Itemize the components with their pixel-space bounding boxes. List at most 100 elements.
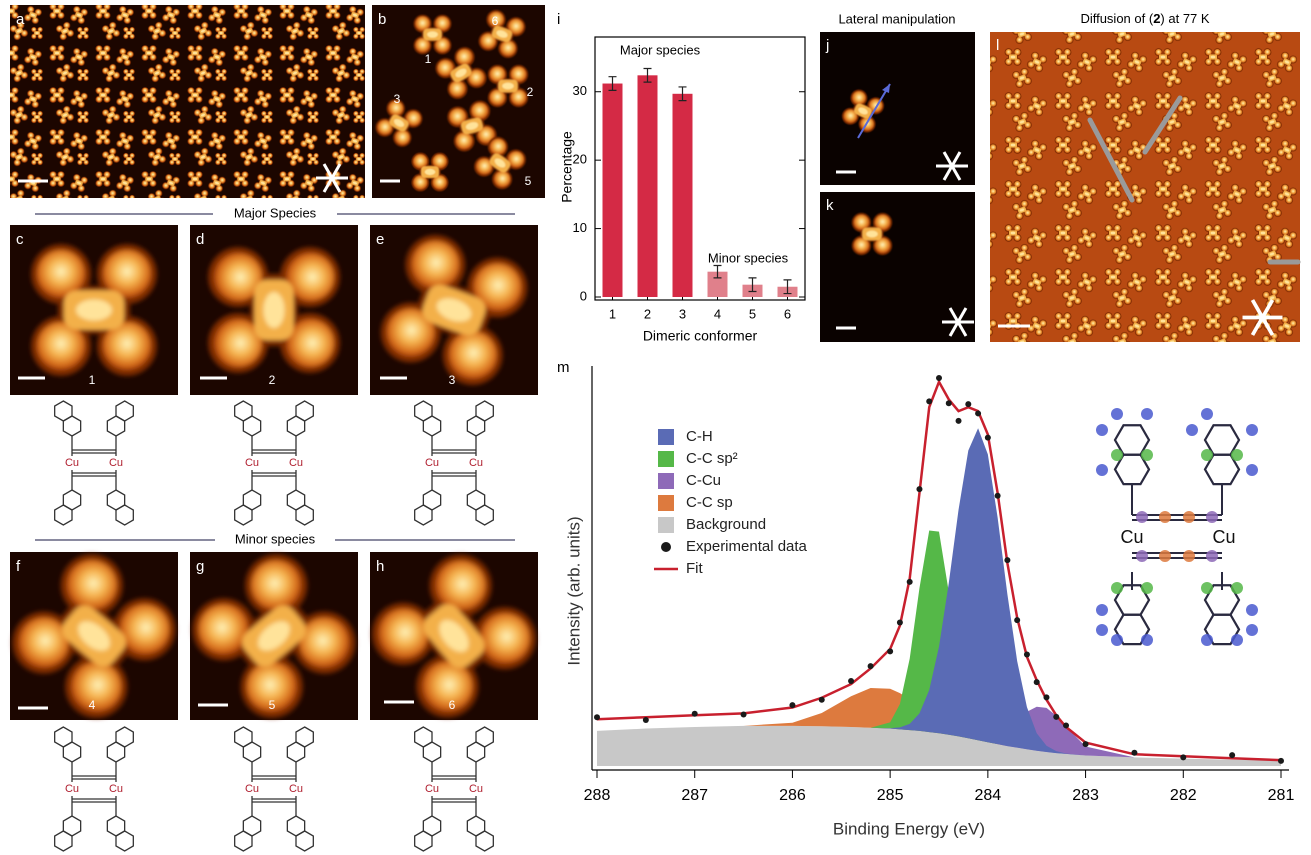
stm-image <box>990 32 1300 342</box>
title-part: Diffusion of ( <box>1080 11 1153 26</box>
title-part: 2 <box>1153 11 1160 26</box>
data-point <box>965 401 972 408</box>
panel-title: Lateral manipulation <box>838 11 955 26</box>
error-bar <box>643 67 652 83</box>
conformer-number: 2 <box>269 373 276 387</box>
conformer-number: 1 <box>89 373 96 387</box>
legend-marker <box>658 429 674 445</box>
legend-label: Experimental data <box>686 538 808 555</box>
panel-label: k <box>826 197 834 214</box>
bar <box>707 271 728 297</box>
data-point <box>1043 694 1050 701</box>
section-heading: Minor species <box>235 531 316 546</box>
data-point <box>642 716 649 723</box>
atom-label: Cu <box>425 457 439 469</box>
data-point <box>955 417 962 424</box>
stm-image <box>10 5 365 198</box>
data-point <box>926 398 933 405</box>
x-tick-label: 286 <box>779 787 806 804</box>
conformer-number: 4 <box>89 698 96 712</box>
data-point <box>1180 754 1187 761</box>
data-point <box>1278 757 1284 764</box>
atom-label: Cu <box>245 457 259 469</box>
data-point <box>936 374 942 381</box>
conformer-number: 5 <box>269 698 276 712</box>
conformer-number: 6 <box>492 14 499 28</box>
error-bar <box>748 277 757 293</box>
legend-label: C-C sp² <box>686 450 738 467</box>
data-point <box>896 619 903 626</box>
x-tick-label: 284 <box>975 787 1002 804</box>
legend-label: C-Cu <box>686 472 721 489</box>
data-point <box>691 710 698 717</box>
data-point <box>945 400 952 407</box>
atom-label: Cu <box>65 457 79 469</box>
data-point <box>1014 617 1021 624</box>
y-axis-label: Intensity (arb. units) <box>564 516 583 665</box>
annotation: Minor species <box>708 250 789 265</box>
x-tick-label: 4 <box>714 306 721 321</box>
data-point <box>1004 557 1011 564</box>
structure: Cu Cu <box>55 401 134 525</box>
structure: Cu Cu <box>235 401 314 525</box>
conformer-number: 6 <box>449 698 456 712</box>
diffusion-tracks <box>1087 95 1301 265</box>
conformer-number: 5 <box>525 174 532 188</box>
panel-label: f <box>16 558 21 575</box>
x-tick-label: 287 <box>681 787 708 804</box>
x-tick-label: 3 <box>679 306 686 321</box>
y-tick-label: 20 <box>573 152 587 167</box>
legend-marker <box>658 517 674 533</box>
bar <box>637 75 658 297</box>
data-point <box>1023 651 1030 658</box>
bar <box>672 93 693 297</box>
data-point <box>1063 722 1070 729</box>
atom-label: Cu <box>109 783 123 795</box>
title-part: ) at 77 K <box>1160 11 1209 26</box>
data-point <box>1229 752 1236 759</box>
panel-label: i <box>557 11 560 28</box>
legend-label: C-H <box>686 428 713 445</box>
x-tick-label: 1 <box>609 306 616 321</box>
atom-label: Cu <box>1212 527 1235 547</box>
data-point <box>818 696 825 703</box>
data-point <box>994 492 1001 499</box>
data-point <box>906 578 913 585</box>
conformer-number: 3 <box>449 373 456 387</box>
panel-label: c <box>16 231 24 248</box>
atom-label: Cu <box>289 783 303 795</box>
x-tick-label: 6 <box>784 306 791 321</box>
manipulation-arrow <box>857 83 891 139</box>
data-point <box>848 677 855 684</box>
component-area <box>597 428 1281 761</box>
error-bar <box>713 264 722 279</box>
conformer-number: 3 <box>394 92 401 106</box>
atom-label: Cu <box>469 783 483 795</box>
atom-label: Cu <box>65 783 79 795</box>
structure: Cu Cu <box>415 401 494 525</box>
atom-label: Cu <box>289 457 303 469</box>
data-point <box>984 434 991 441</box>
y-axis-label: Percentage <box>559 131 575 203</box>
data-point <box>1053 713 1060 720</box>
panel-label: e <box>376 231 384 248</box>
x-tick-label: 285 <box>877 787 904 804</box>
panel-label: l <box>996 37 999 54</box>
atom-label: Cu <box>469 457 483 469</box>
data-point <box>916 486 923 493</box>
y-tick-label: 0 <box>580 288 587 303</box>
legend-marker <box>658 495 674 511</box>
y-tick-label: 30 <box>573 83 587 98</box>
x-tick-label: 5 <box>749 306 756 321</box>
error-bar <box>678 86 687 102</box>
x-tick-label: 282 <box>1170 787 1197 804</box>
legend-label: Fit <box>686 560 703 577</box>
x-axis-label: Dimeric conformer <box>643 328 758 344</box>
x-axis-label: Binding Energy (eV) <box>833 819 985 838</box>
data-point <box>789 702 796 709</box>
background-area <box>597 725 1281 766</box>
y-tick-label: 10 <box>573 220 587 235</box>
panel-label: m <box>557 359 570 376</box>
atom-label: Cu <box>109 457 123 469</box>
atom-label: Cu <box>425 783 439 795</box>
